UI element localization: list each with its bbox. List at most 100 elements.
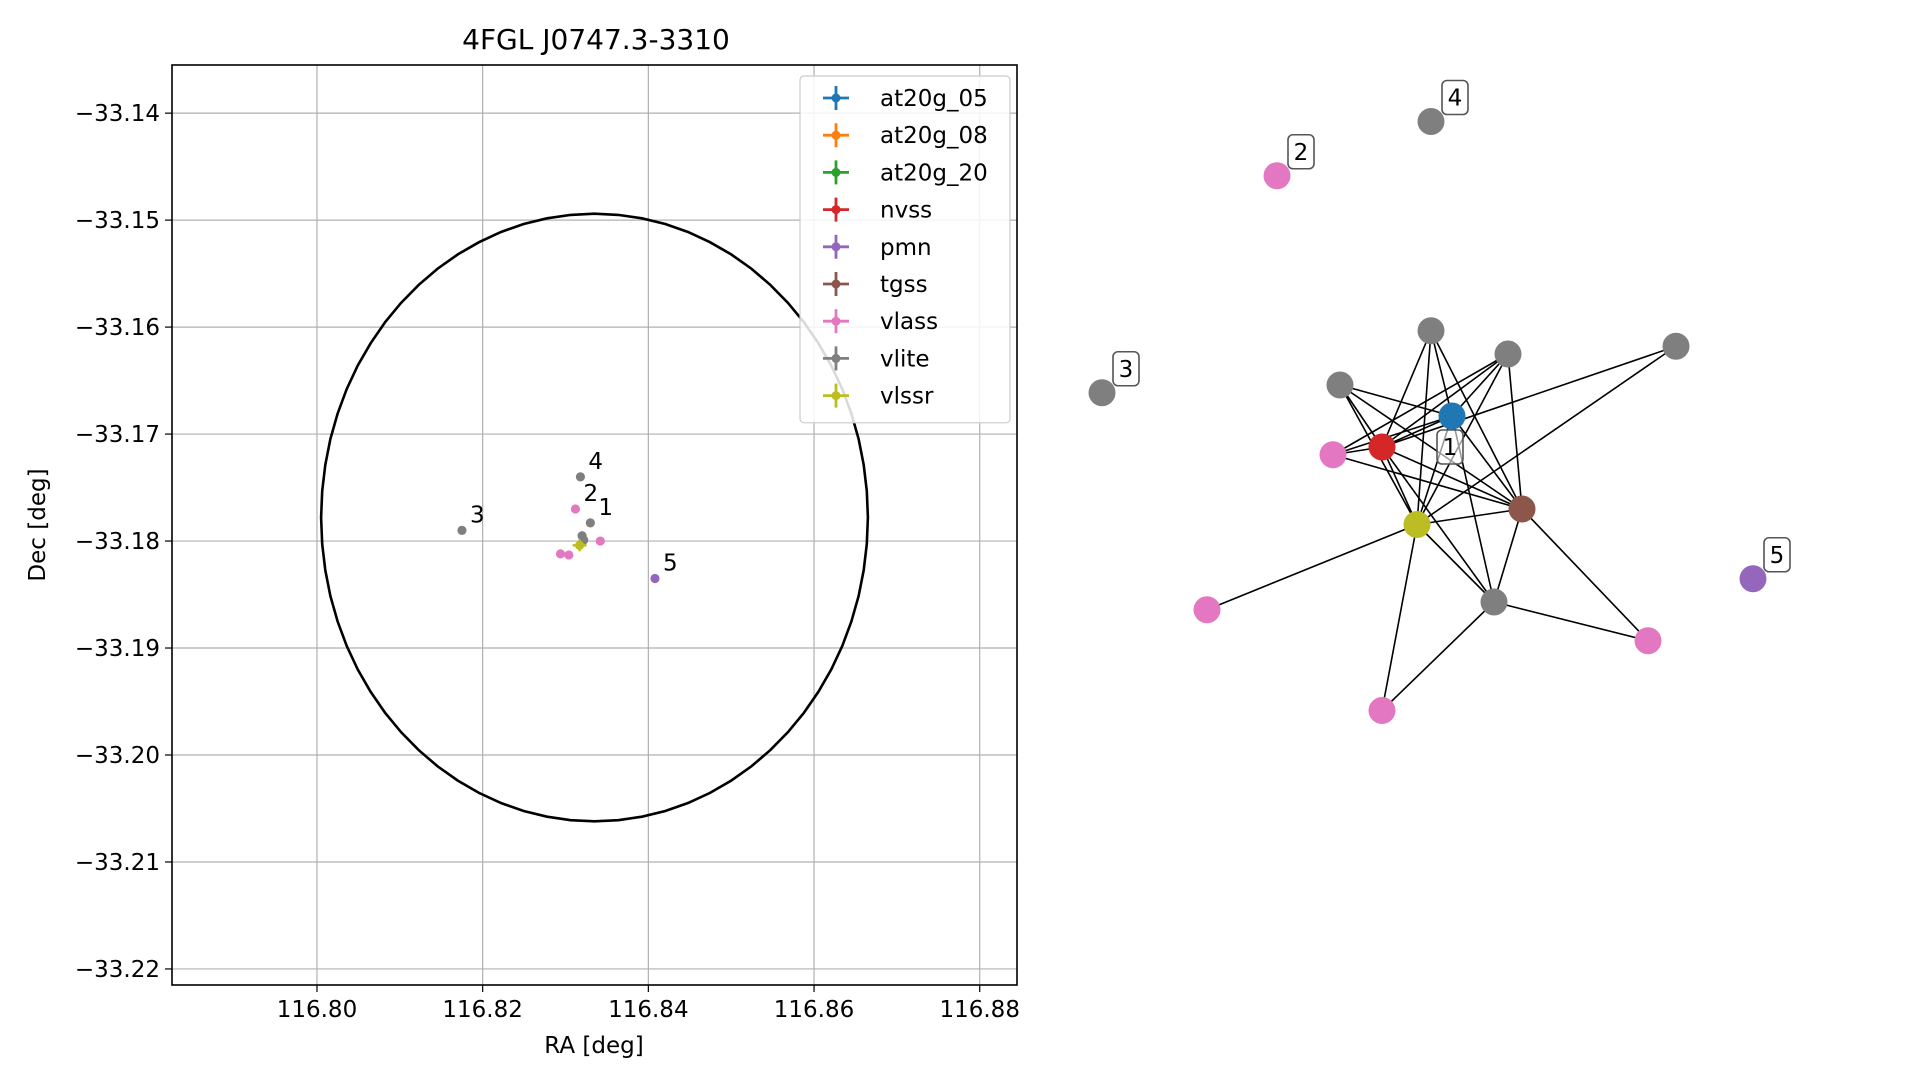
graph-node-label-box (1287, 133, 1315, 170)
graph-edge (1521, 508, 1649, 642)
legend-marker-tgss (831, 279, 841, 289)
y-axis-label: Dec [deg] (25, 468, 51, 581)
x-tick-label: 116.86 (774, 997, 854, 1023)
graph-node (1088, 379, 1116, 407)
y-tick-label: −33.20 (75, 743, 160, 769)
legend-marker-at20g_05 (831, 93, 841, 103)
point-pmn (650, 573, 660, 584)
y-tick-label: −33.14 (75, 101, 160, 127)
legend-marker-at20g_08 (831, 130, 841, 140)
graph-edge (1332, 453, 1523, 510)
graph-edge (1339, 384, 1523, 510)
graph-node-label-box (1112, 350, 1140, 387)
x-tick-label: 116.84 (608, 997, 688, 1023)
graph-node-label: 2 (1294, 140, 1309, 166)
y-tick-label: −33.15 (75, 208, 160, 234)
legend-marker-pmn (831, 242, 841, 252)
legend-label: pmn (880, 235, 932, 261)
legend-label: tgss (880, 272, 928, 298)
graph-node (1319, 441, 1347, 469)
x-axis-label: RA [deg] (544, 1033, 643, 1059)
network-graph: 4 2 3 5 1 (1088, 79, 1791, 724)
graph-node-label: 4 (1448, 86, 1463, 112)
graph-edge (1416, 523, 1495, 603)
y-tick-label: −33.21 (75, 850, 160, 876)
y-tick-label: −33.18 (75, 529, 160, 555)
graph-node (1417, 108, 1445, 135)
graph-edge (1381, 524, 1418, 711)
point-vlite (575, 472, 586, 482)
graph-node (1193, 596, 1221, 624)
graph-edge (1493, 601, 1649, 642)
legend-label: nvss (880, 198, 932, 224)
x-tick-label: 116.80 (277, 997, 357, 1023)
annotation-label: 1 (598, 495, 613, 521)
legend-label: vlssr (880, 384, 934, 410)
scatter-plot: 4 21 3 5 116.80 116.82 116.84 116.86 116.88 −33.… (25, 64, 1020, 1059)
chart-title: 4FGL J0747.3-3310 (462, 23, 730, 56)
y-tick-label: −33.17 (75, 422, 160, 448)
legend-marker-vlass (831, 316, 841, 326)
graph-node (1368, 433, 1396, 461)
graph-node (1263, 162, 1291, 190)
legend-marker-at20g_20 (831, 167, 841, 177)
graph-edge (1206, 523, 1418, 611)
ellipse-outline (319, 212, 870, 823)
graph-node (1494, 340, 1522, 368)
graph-edge (1381, 446, 1523, 510)
graph-node-label-box (1441, 79, 1469, 116)
y-tick-label: −33.16 (75, 315, 160, 341)
data-points (457, 472, 660, 584)
graph-edge (1416, 508, 1523, 526)
graph-edge (1332, 415, 1453, 456)
x-tick-label: 116.82 (442, 997, 522, 1023)
point-vlass (564, 550, 574, 560)
point-vlass (555, 549, 566, 559)
grid (172, 65, 1017, 985)
graph-edge (1332, 353, 1509, 456)
legend-label: vlite (880, 346, 930, 372)
graph-node (1662, 332, 1690, 360)
graph-node (1438, 402, 1466, 430)
graph-node (1508, 495, 1536, 523)
graph-edge (1381, 345, 1677, 448)
graph-edge (1507, 353, 1523, 510)
point-vlite (585, 518, 595, 528)
graph-nodes (1088, 108, 1767, 724)
graph-edge (1416, 345, 1677, 526)
graph-node-label: 3 (1119, 357, 1134, 383)
point-vlass (570, 504, 581, 514)
graph-edge (1381, 446, 1495, 603)
annotation-label: 4 (588, 449, 603, 475)
graph-node (1403, 511, 1431, 538)
x-tick-label: 116.88 (939, 997, 1019, 1023)
graph-node (1417, 317, 1445, 345)
graph-edge (1339, 384, 1453, 417)
graph-edge (1451, 415, 1523, 510)
graph-node (1739, 565, 1767, 593)
annotation-label: 3 (470, 502, 485, 528)
graph-node (1634, 627, 1662, 655)
graph-node (1480, 588, 1508, 616)
point-vlass (595, 536, 605, 546)
graph-cluster-label-box (1436, 429, 1464, 465)
legend-marker-nvss (831, 205, 841, 215)
graph-edge (1381, 446, 1418, 525)
point-vlite (457, 525, 467, 535)
y-tick-label: −33.22 (75, 957, 160, 983)
axes-frame (171, 64, 1018, 986)
legend-label: at20g_05 (880, 86, 988, 112)
legend-marker-vlite (831, 353, 841, 363)
graph-edge (1451, 353, 1509, 417)
y-tick-label: −33.19 (75, 636, 160, 662)
graph-node-label: 5 (1770, 543, 1785, 569)
graph-cluster-label: 1 (1443, 435, 1458, 461)
graph-edges (1206, 330, 1677, 712)
graph-labels: 4 2 3 5 1 (1112, 79, 1791, 573)
graph-node (1368, 697, 1396, 724)
annotation-label: 2 (583, 481, 598, 507)
annotation-label: 5 (663, 550, 678, 576)
legend-marker-vlssr (831, 391, 841, 401)
